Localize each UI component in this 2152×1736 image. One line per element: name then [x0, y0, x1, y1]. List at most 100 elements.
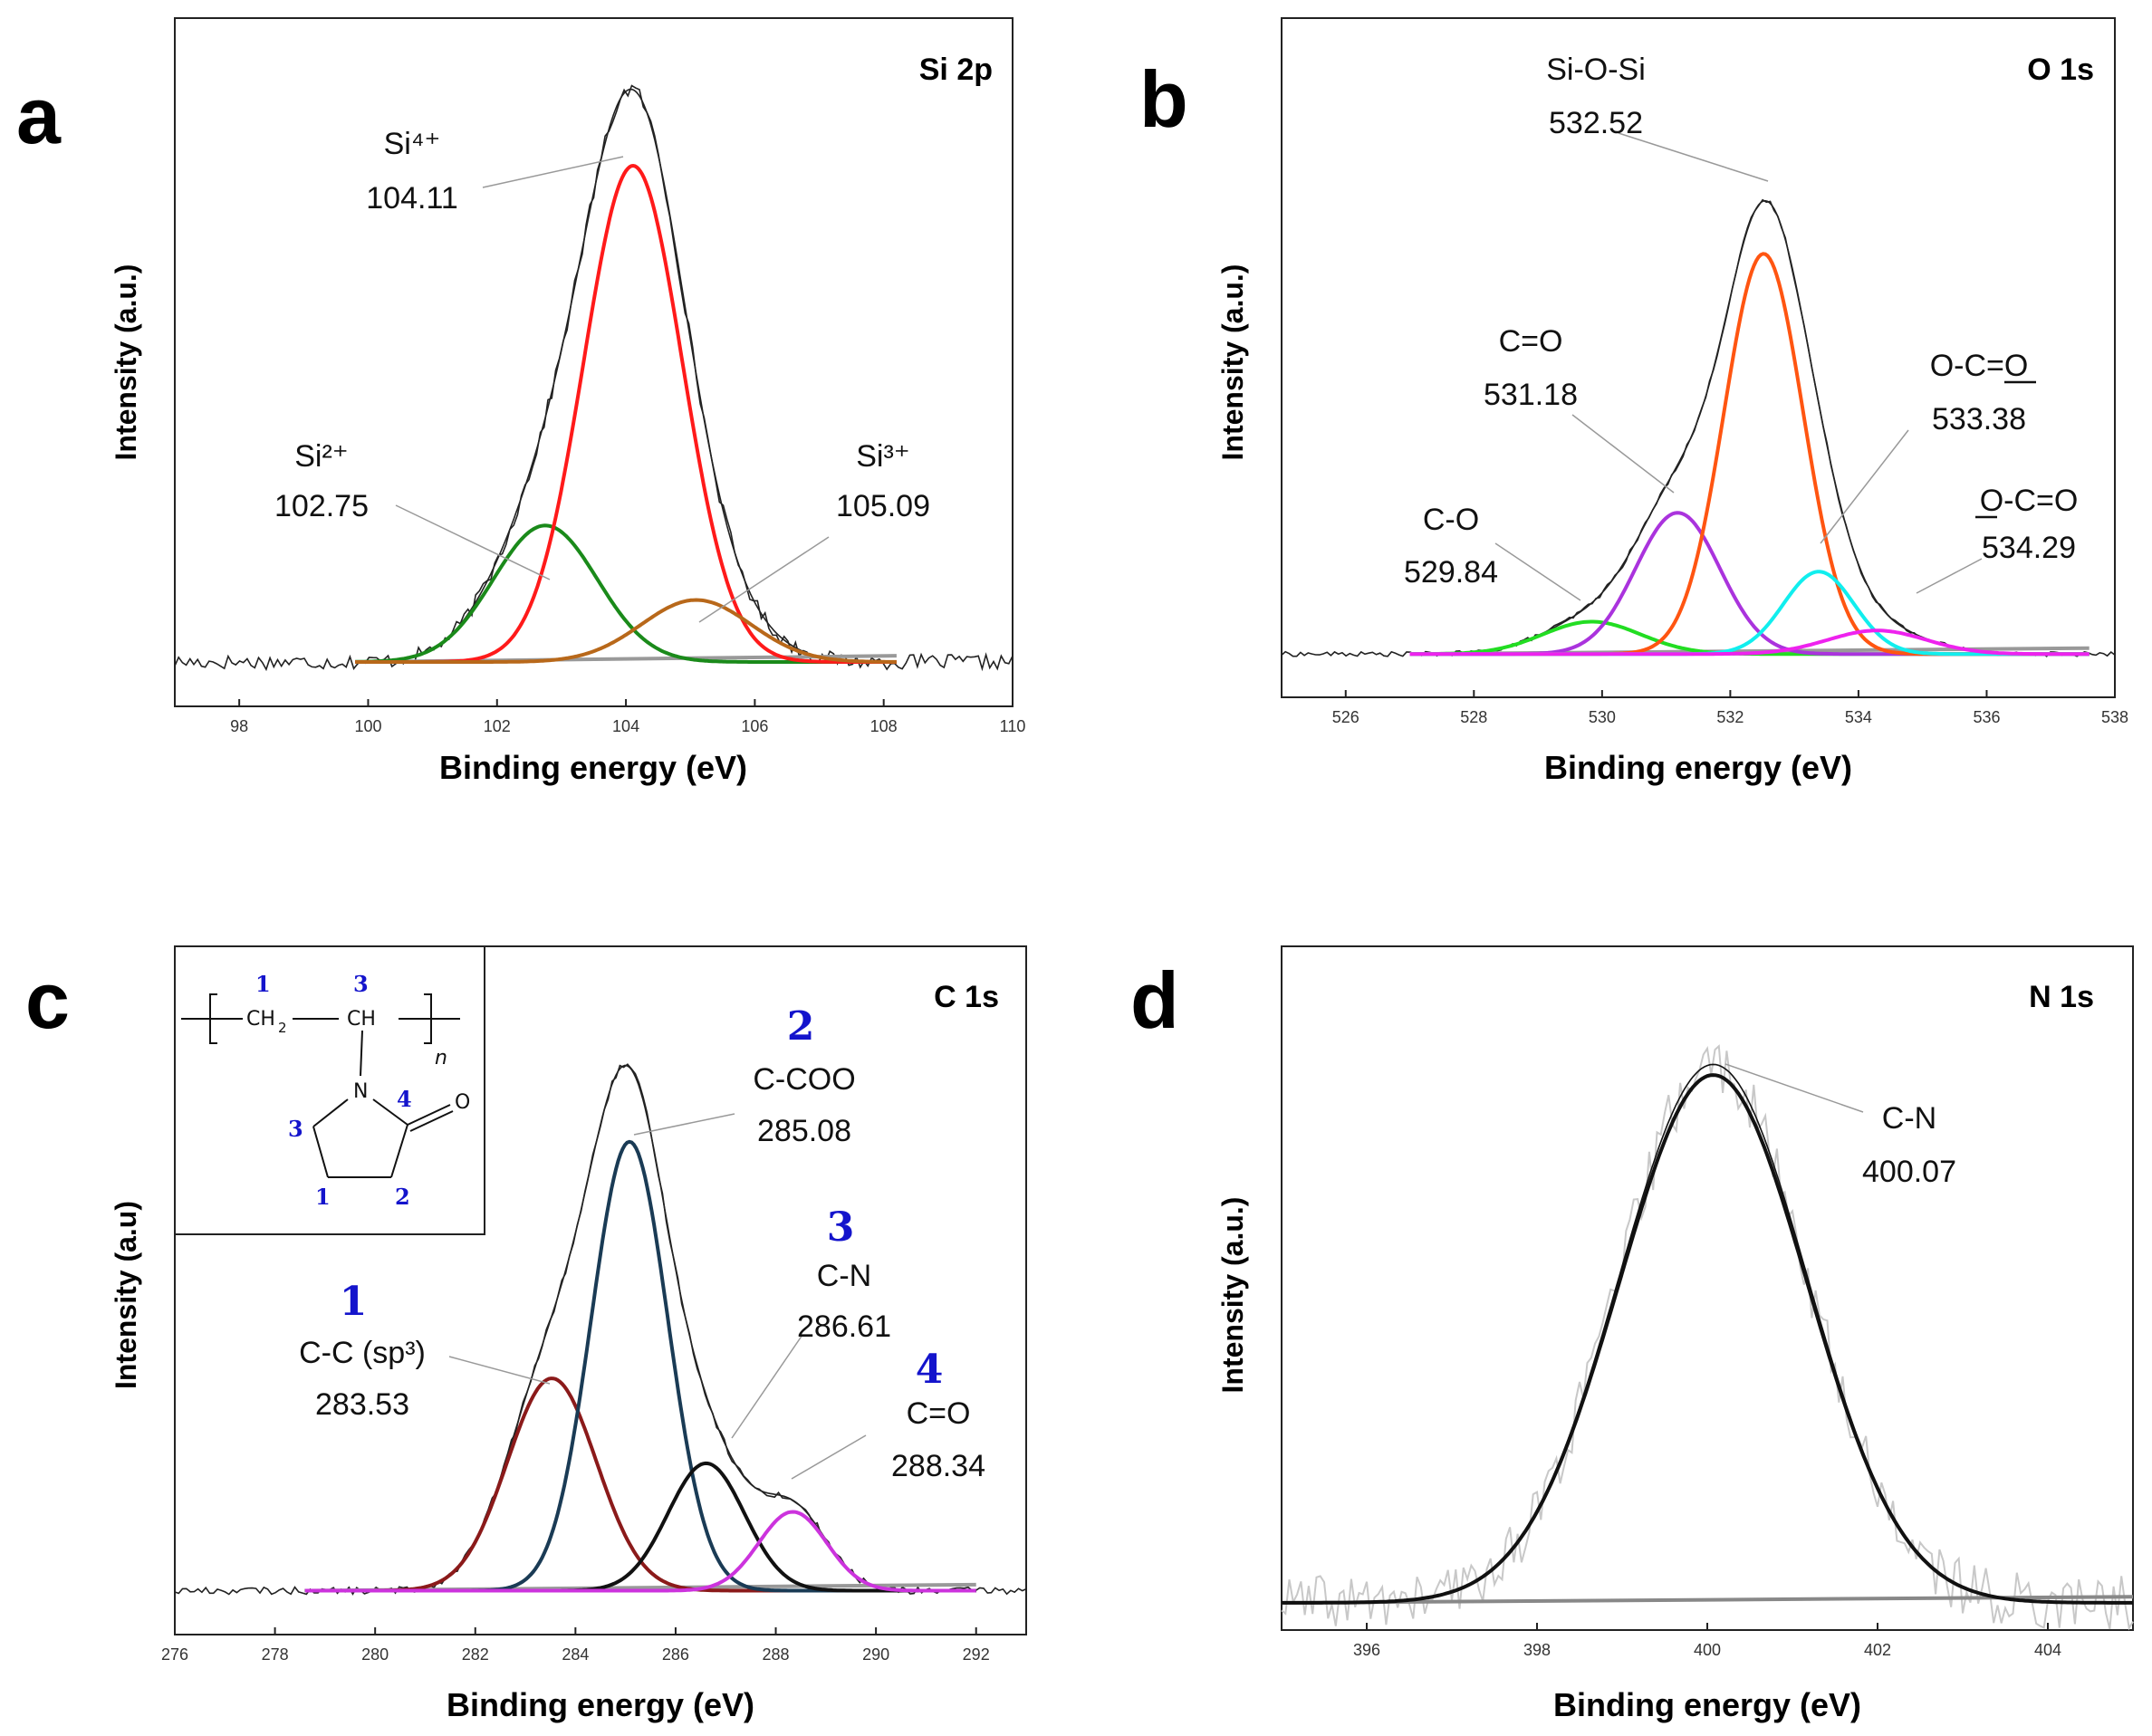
x-tick-label: 398 [1523, 1641, 1551, 1659]
x-ticks-b: 526 528 530 532 534 536 538 [1332, 690, 2128, 726]
x-tick-label: 538 [2101, 708, 2128, 726]
x-tick-label: 110 [1000, 717, 1026, 735]
peak-label-si2: Si²⁺ [294, 439, 349, 474]
x-tick-label: 102 [484, 717, 511, 735]
peak-position-o-c-o-534: 534.29 [1982, 531, 2076, 565]
panel-title-a: Si 2p [919, 53, 993, 87]
peak-position-o-c-o-533: 533.38 [1932, 402, 2026, 436]
annotations-a: Si⁴⁺ 104.11 Si²⁺ 102.75 Si³⁺ 105.09 [274, 127, 930, 623]
peak-label-c-double-o-c: C=O [907, 1396, 971, 1431]
peak-label-c-double-o: C=O [1499, 324, 1563, 359]
peak-position-c-c: 283.53 [315, 1387, 409, 1422]
panel-d: d N 1s Binding energy (eV) Intensity (a.… [1130, 945, 2134, 1723]
x-axis-label-a: Binding energy (eV) [439, 749, 747, 786]
peak-position-si3: 105.09 [836, 489, 930, 523]
raw-spectrum-d [1281, 1044, 2134, 1631]
peak-curve-c-n [304, 1461, 976, 1593]
carbon-number-2: 2 [787, 1003, 815, 1050]
plot-frame-c [174, 945, 1027, 1635]
peak-position-si-o-si: 532.52 [1549, 106, 1643, 140]
curves-c [174, 1063, 1027, 1596]
x-tick-label: 402 [1864, 1641, 1891, 1659]
annotations-b: Si-O-Si 532.52 C=O 531.18 C-O 529.84 O-C… [1404, 53, 2079, 601]
leader-line [1618, 132, 1769, 182]
peak-position-c-coo: 285.08 [757, 1114, 851, 1148]
panel-title-c: C 1s [934, 980, 999, 1014]
leader-line [791, 1434, 867, 1480]
peak-label-c-coo: C-COO [753, 1062, 855, 1097]
curves-b [1281, 198, 2116, 657]
x-ticks-d: 396 398 400 402 404 [1353, 1623, 2061, 1659]
peak-curve-c-double-o [304, 1510, 976, 1593]
envelope-d [1282, 1063, 2133, 1604]
leader-line [395, 504, 551, 580]
x-tick-label: 530 [1589, 708, 1616, 726]
x-ticks-c: 276 278 280 282 284 286 288 290 292 [161, 1627, 990, 1664]
x-tick-label: 288 [763, 1645, 790, 1664]
plot-frame-b [1281, 17, 2116, 698]
x-tick-label: 278 [262, 1645, 289, 1664]
inset-number-1-ring: 1 [315, 1184, 331, 1210]
leader-line [1916, 558, 1983, 594]
x-tick-label: 536 [1973, 708, 2000, 726]
repeat-n: n [435, 1047, 447, 1069]
ch2-group: CH [246, 1008, 275, 1031]
x-tick-label: 106 [741, 717, 768, 735]
carbon-number-4: 4 [916, 1347, 944, 1393]
peak-label-c-n: C-N [817, 1259, 871, 1293]
leader-line [1494, 542, 1581, 601]
leader-line [1571, 414, 1675, 494]
panel-letter-b: b [1139, 54, 1188, 144]
peak-position-c-n: 286.61 [797, 1309, 891, 1344]
peak-label-c-c: C-C (sp³) [299, 1336, 426, 1370]
y-axis-label-b: Intensity (a.u.) [1216, 264, 1249, 461]
peak-label-position-c-o: 529.84 [1404, 555, 1498, 590]
x-axis-label-c: Binding energy (eV) [447, 1686, 754, 1723]
leader-line [1820, 429, 1909, 544]
peak-label-si-o-si: Si-O-Si [1546, 53, 1646, 87]
x-tick-label: 284 [562, 1645, 589, 1664]
x-tick-label: 276 [161, 1645, 188, 1664]
x-tick-label: 100 [354, 717, 381, 735]
peak-position-c-double-o-c: 288.34 [891, 1449, 985, 1483]
leader-line [633, 1113, 735, 1136]
x-tick-label: 526 [1332, 708, 1359, 726]
peak-label-c-n-d: C-N [1882, 1101, 1936, 1136]
inset-number-3-top: 3 [353, 971, 369, 997]
x-tick-label: 404 [2034, 1641, 2061, 1659]
raw-spectrum-a [174, 84, 1014, 672]
x-tick-label: 396 [1353, 1641, 1380, 1659]
oxygen-atom: O [455, 1091, 470, 1114]
x-tick-label: 400 [1694, 1641, 1721, 1659]
panel-b: b O 1s Binding energy (eV) Intensity (a.… [1139, 17, 2128, 786]
ch2-subscript: 2 [278, 1020, 287, 1036]
peak-curve-o-c-o-534 [1409, 628, 2090, 657]
peak-position-si4: 104.11 [366, 181, 457, 216]
x-ticks-a: 98 100 102 104 106 108 110 [230, 699, 1025, 735]
carbon-number-1: 1 [340, 1279, 368, 1325]
leader-line [731, 1334, 803, 1439]
y-axis-label-a: Intensity (a.u.) [110, 264, 142, 461]
x-tick-label: 290 [862, 1645, 889, 1664]
panel-letter-d: d [1130, 955, 1179, 1045]
nitrogen-atom: N [353, 1080, 368, 1103]
inset-number-4-ring: 4 [397, 1086, 412, 1112]
envelope-a [355, 88, 897, 663]
leader-line [698, 536, 830, 623]
panel-letter-a: a [16, 71, 62, 160]
panel-title-d: N 1s [2029, 980, 2094, 1014]
peak-position-c-double-o: 531.18 [1484, 378, 1578, 412]
curves-a [174, 84, 1014, 672]
curves-d [1281, 1044, 2134, 1631]
x-tick-label: 286 [662, 1645, 689, 1664]
peak-label-o-c-o-533: O-C=O [1930, 349, 2029, 383]
x-tick-label: 104 [612, 717, 639, 735]
leader-line [1724, 1063, 1864, 1113]
x-axis-label-b: Binding energy (eV) [1544, 749, 1852, 786]
panel-c: c C 1s Binding energy (eV) Intensity (a.… [25, 945, 1027, 1723]
peak-label-o-c-o-534: O-C=O [1980, 484, 2079, 518]
x-tick-label: 534 [1845, 708, 1872, 726]
pvp-structure-inset: CH 2 CH n N O 1 3 3 4 1 2 [174, 945, 485, 1235]
x-tick-label: 280 [361, 1645, 389, 1664]
